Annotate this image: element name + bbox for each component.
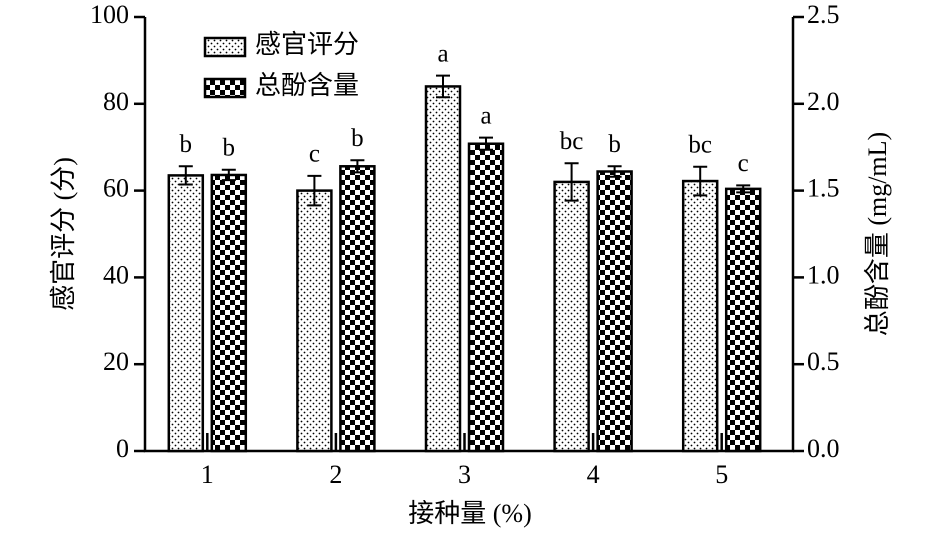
significance-letter: c (309, 141, 320, 168)
y2-tick-label: 1.0 (807, 260, 840, 289)
y-tick-label: 0 (116, 434, 129, 463)
y2-axis-label: 总酚含量 (mg/mL) (863, 132, 892, 336)
legend-swatch (203, 36, 247, 58)
error-bar (436, 74, 450, 99)
bar (681, 179, 719, 453)
error-bar (693, 165, 708, 197)
y-tick-label: 20 (103, 347, 129, 376)
significance-letter: b (180, 131, 193, 158)
error-bar (307, 174, 322, 207)
y-axis-label: 感官评分 (分) (49, 157, 78, 311)
legend-swatch (203, 77, 247, 99)
y-tick-label: 60 (103, 174, 129, 203)
error-bar (221, 168, 236, 182)
error-bar (736, 184, 751, 194)
y2-tick-label: 2.0 (807, 87, 840, 116)
bar (167, 174, 205, 453)
bar (210, 173, 248, 453)
significance-letter: c (738, 150, 749, 177)
significance-letter: bc (560, 128, 584, 155)
y-tick-label: 100 (90, 0, 129, 29)
bar (467, 142, 505, 453)
y-tick-label: 80 (103, 87, 129, 116)
error-bar (479, 136, 493, 151)
bar (596, 170, 633, 453)
bar (724, 187, 762, 453)
significance-letter: b (223, 135, 236, 162)
x-tick-label: 5 (715, 460, 728, 489)
x-tick-label: 4 (587, 460, 600, 489)
bar (553, 180, 590, 453)
legend-label: 感官评分 (255, 30, 359, 59)
error-bar (564, 162, 579, 202)
y2-tick-label: 2.5 (807, 0, 840, 29)
y2-tick-label: 1.5 (807, 174, 840, 203)
significance-letter: a (437, 40, 448, 67)
y-tick-label: 40 (103, 260, 129, 289)
error-bar (607, 165, 622, 178)
x-axis-label: 接种量 (%) (408, 499, 531, 528)
bar (296, 189, 333, 453)
significance-letter: b (608, 131, 621, 158)
x-tick-label: 2 (329, 460, 342, 489)
significance-letter: a (480, 102, 491, 129)
error-bar (350, 159, 365, 174)
y2-tick-label: 0.5 (807, 347, 840, 376)
y2-tick-label: 0.0 (807, 434, 840, 463)
significance-letter: bc (688, 131, 712, 158)
bar (424, 85, 462, 453)
x-tick-label: 3 (458, 460, 471, 489)
x-tick-label: 1 (201, 460, 214, 489)
bar (339, 165, 376, 453)
legend-label: 总酚含量 (255, 71, 359, 100)
error-bar (178, 165, 193, 186)
significance-letter: b (351, 125, 364, 152)
